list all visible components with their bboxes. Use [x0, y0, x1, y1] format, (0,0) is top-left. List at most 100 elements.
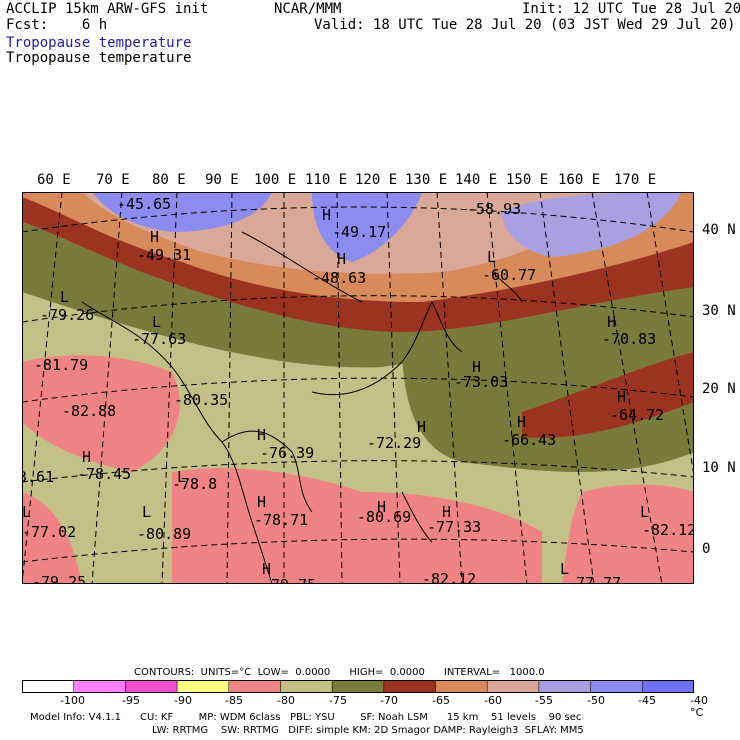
- value-label: -77.63: [132, 330, 186, 348]
- model-info-line-2: LW: RRTMG SW: RRTMG DIFF: simple KM: 2D …: [152, 725, 584, 736]
- salmon-region: [172, 468, 542, 584]
- lat-label: 30 N: [702, 303, 736, 319]
- value-label: -73.03: [454, 373, 508, 391]
- value-label: -80.89: [137, 525, 191, 543]
- dark-red-region: [522, 352, 694, 438]
- pressure-high-marker: H: [472, 358, 481, 376]
- center-label: NCAR/MMM: [274, 1, 342, 17]
- value-label: -49.31: [137, 246, 191, 264]
- lon-label: 70 E: [96, 172, 130, 188]
- value-label: -79.75: [262, 576, 316, 584]
- value-label: -66.43: [502, 431, 556, 449]
- lon-label: 160 E: [558, 172, 601, 188]
- lat-label: 20 N: [702, 381, 736, 397]
- pressure-high-marker: H: [442, 503, 451, 521]
- forecast-hour: Fcst: 6 h: [6, 17, 108, 33]
- pressure-low-marker: L: [560, 560, 569, 578]
- legend-swatch: [383, 680, 436, 693]
- pressure-high-marker: H: [150, 228, 159, 246]
- value-label: -76.39: [260, 444, 314, 462]
- color-legend: [22, 680, 694, 693]
- tropopause-temperature-map: H H H L L L H H H H H H H L H H H L L L …: [22, 192, 694, 584]
- coastlines: [81, 231, 523, 584]
- lon-label: 140 E: [455, 172, 498, 188]
- field-title-primary: Tropopause temperature: [6, 35, 192, 51]
- legend-tick: -45: [638, 694, 656, 707]
- value-label: -78.45: [77, 465, 131, 483]
- legend-tick: -85: [225, 694, 243, 707]
- legend-tick: -55: [535, 694, 553, 707]
- value-label: -77.77: [567, 574, 621, 584]
- pressure-high-marker: H: [262, 560, 271, 578]
- pressure-high-marker: H: [322, 206, 331, 224]
- legend-tick: -40: [690, 694, 708, 707]
- pressure-low-marker: L: [487, 248, 496, 266]
- graticule-lines: [22, 192, 694, 584]
- value-label: -79.26: [40, 306, 94, 324]
- value-label: -70.83: [602, 330, 656, 348]
- contours-info: CONTOURS: UNITS=°C LOW= 0.0000 HIGH= 0.0…: [134, 667, 545, 678]
- legend-tick: -90: [174, 694, 192, 707]
- legend-swatch: [642, 680, 694, 693]
- value-label: -82.88: [62, 402, 116, 420]
- pressure-high-marker: H: [377, 498, 386, 516]
- valid-time: Valid: 18 UTC Tue 28 Jul 20 (03 JST Wed …: [314, 17, 736, 33]
- legend-swatch: [280, 680, 333, 693]
- lon-label: 90 E: [205, 172, 239, 188]
- legend-frame: [22, 680, 694, 693]
- legend-swatch: [125, 680, 178, 693]
- value-label: -48.63: [312, 269, 366, 287]
- legend-swatch: [538, 680, 591, 693]
- lavender-region: [502, 192, 682, 257]
- lat-label: 10 N: [702, 460, 736, 476]
- value-label: -49.17: [332, 223, 386, 241]
- legend-tick: -65: [432, 694, 450, 707]
- pressure-high-marker: H: [82, 448, 91, 466]
- legend-swatch: [590, 680, 643, 693]
- salmon-region: [22, 355, 180, 472]
- value-label: -77.33: [427, 518, 481, 536]
- model-title: ACCLIP 15km ARW-GFS init: [6, 1, 209, 17]
- legend-swatch: [228, 680, 281, 693]
- lavender-region: [312, 192, 422, 262]
- legend-swatch: [73, 680, 126, 693]
- model-info-line-1: Model Info: V4.1.1 CU: KF MP: WDM 6class…: [30, 712, 582, 723]
- value-label: -58.93: [467, 200, 521, 218]
- value-label: -81.79: [34, 356, 88, 374]
- pressure-low-marker: L: [142, 503, 151, 521]
- pressure-high-marker: H: [257, 426, 266, 444]
- value-label: -60.77: [482, 266, 536, 284]
- pressure-high-marker: H: [337, 250, 346, 268]
- legend-tick: -75: [329, 694, 347, 707]
- pressure-low-marker: L: [60, 288, 69, 306]
- salmon-region: [562, 484, 694, 584]
- value-label: -78.71: [254, 511, 308, 529]
- pressure-low-marker: L: [177, 468, 186, 486]
- legend-swatch: [486, 680, 540, 693]
- lon-label: 80 E: [152, 172, 186, 188]
- legend-tick: -60: [484, 694, 502, 707]
- lon-label: 170 E: [614, 172, 657, 188]
- pressure-low-marker: L: [22, 503, 31, 521]
- value-label: -77.02: [22, 523, 76, 541]
- lon-label: 110 E: [305, 172, 348, 188]
- pressure-high-marker: H: [607, 313, 616, 331]
- lavender-region: [92, 192, 272, 232]
- pressure-low-marker: L: [152, 313, 161, 331]
- value-label: -64.72: [610, 406, 664, 424]
- lon-label: 60 E: [37, 172, 71, 188]
- value-label: 3.61: [22, 468, 54, 486]
- lon-label: 150 E: [506, 172, 549, 188]
- pressure-high-marker: H: [257, 493, 266, 511]
- legend-tick: -70: [380, 694, 398, 707]
- lon-label: 100 E: [254, 172, 297, 188]
- lat-label: 0: [702, 541, 711, 557]
- legend-unit: °C: [690, 706, 704, 719]
- legend-tick: -100: [60, 694, 85, 707]
- legend-swatch: [176, 680, 230, 693]
- lat-label: 40 N: [702, 222, 736, 238]
- value-label: -79.25: [32, 573, 86, 584]
- legend-tick: -95: [122, 694, 140, 707]
- pressure-high-marker: H: [417, 418, 426, 436]
- olive-region: [22, 222, 694, 368]
